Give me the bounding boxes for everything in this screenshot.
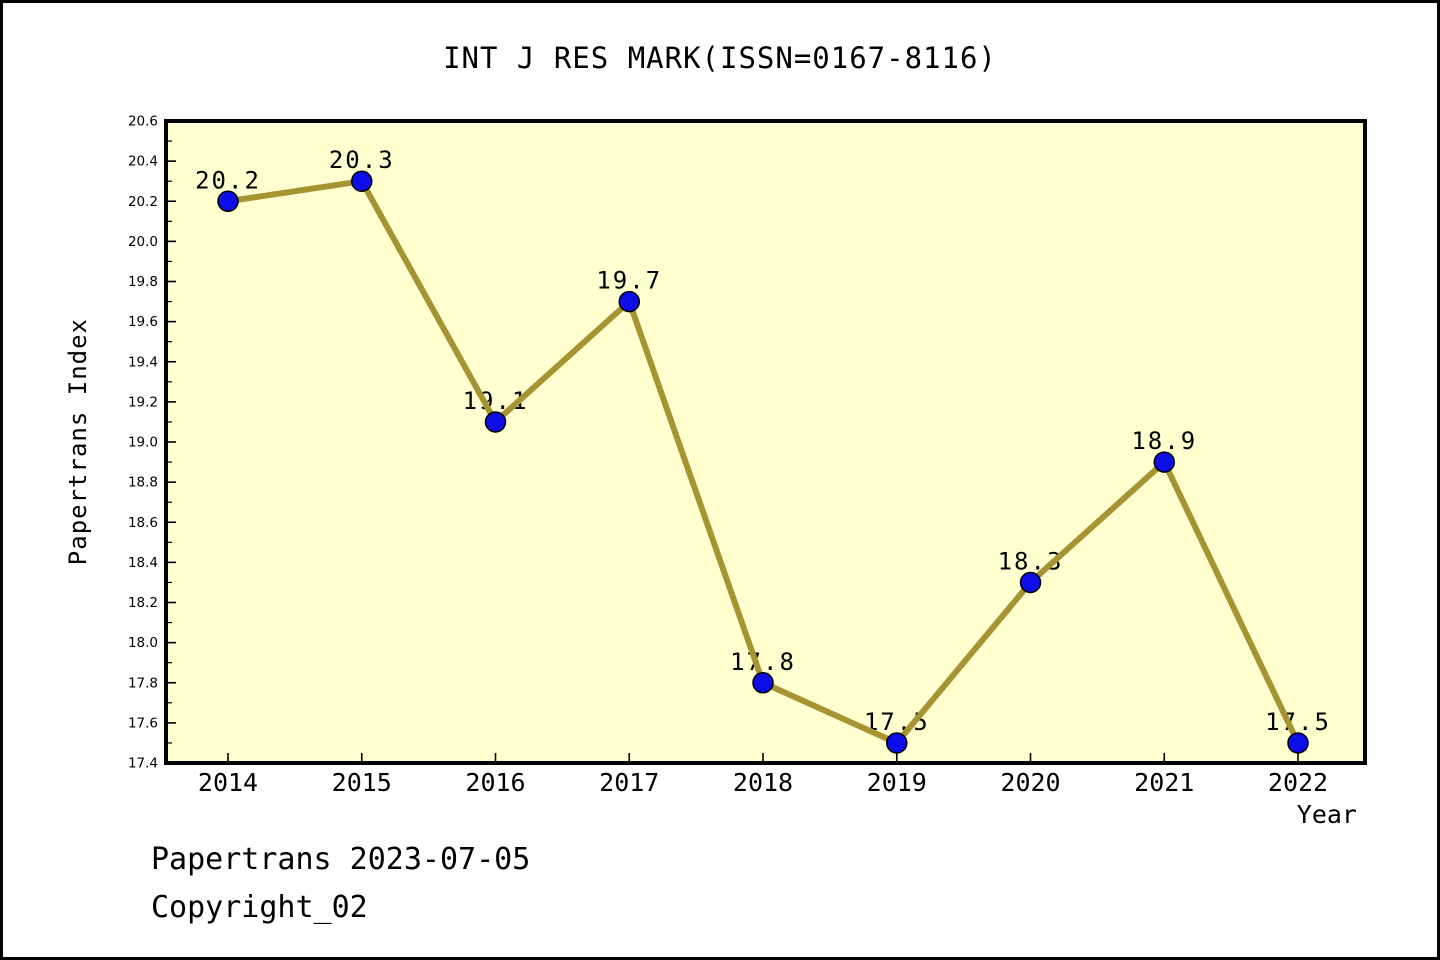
y-tick-label: 20.2 (128, 194, 158, 210)
y-tick-label: 20.6 (128, 114, 158, 130)
chart-canvas: 17.4 17.6 17.8 18.0 18.2 18.4 18.6 18.8 19.0 19.2… (128, 114, 1367, 797)
x-tick-label: 2014 (198, 768, 258, 797)
point-label: 18.9 (1131, 427, 1197, 455)
y-tick-label: 19.0 (128, 435, 158, 451)
y-tick-label: 18.2 (128, 595, 158, 611)
y-tick-label: 20.4 (128, 154, 158, 170)
y-tick-label: 19.8 (128, 274, 158, 290)
x-tick-label: 2021 (1134, 768, 1194, 797)
x-tick-label: 2019 (867, 768, 927, 797)
data-point (752, 672, 774, 694)
x-tick-label: 2017 (599, 768, 659, 797)
point-label: 20.3 (329, 146, 395, 174)
y-tick-label: 18.0 (128, 635, 158, 651)
y-axis-label: Papertrans Index (64, 318, 92, 566)
y-tick-label: 19.6 (128, 314, 158, 330)
data-point (1287, 732, 1309, 754)
x-tick-label: 2018 (733, 768, 793, 797)
y-tick-label: 19.4 (128, 354, 158, 370)
plot-frame (164, 119, 1367, 765)
y-tick-label: 17.8 (128, 675, 158, 691)
data-point (217, 190, 239, 212)
y-tick-label: 18.6 (128, 515, 158, 531)
data-point (1153, 451, 1175, 473)
x-axis-label: Year (1296, 800, 1357, 829)
data-point (618, 290, 640, 313)
data-point (484, 411, 507, 433)
data-point (1019, 571, 1042, 594)
footer-source-date: Papertrans 2023-07-05 (151, 842, 531, 877)
plot-background (166, 121, 1365, 763)
y-tick-label: 18.8 (128, 475, 158, 491)
y-axis-label-container: Papertrans Index (59, 121, 97, 763)
data-point (351, 170, 373, 192)
data-point (886, 732, 908, 754)
y-tick-label: 20.0 (128, 234, 158, 250)
chart-title: INT J RES MARK(ISSN=0167-8116) (443, 41, 997, 75)
point-label: 17.5 (1265, 708, 1331, 736)
y-tick-label: 18.4 (128, 555, 158, 571)
point-label: 20.2 (195, 166, 261, 194)
x-tick-label: 2016 (465, 768, 525, 797)
x-tick-label: 2020 (1000, 768, 1060, 797)
x-tick-label: 2022 (1268, 768, 1328, 797)
y-tick-label: 17.4 (128, 756, 158, 772)
footer-copyright: Copyright_02 (151, 890, 368, 925)
y-tick-label: 17.6 (128, 715, 158, 731)
point-label: 17.8 (730, 648, 796, 676)
x-tick-label: 2015 (332, 768, 392, 797)
point-label: 19.7 (596, 267, 662, 295)
y-tick-label: 19.2 (128, 394, 158, 410)
